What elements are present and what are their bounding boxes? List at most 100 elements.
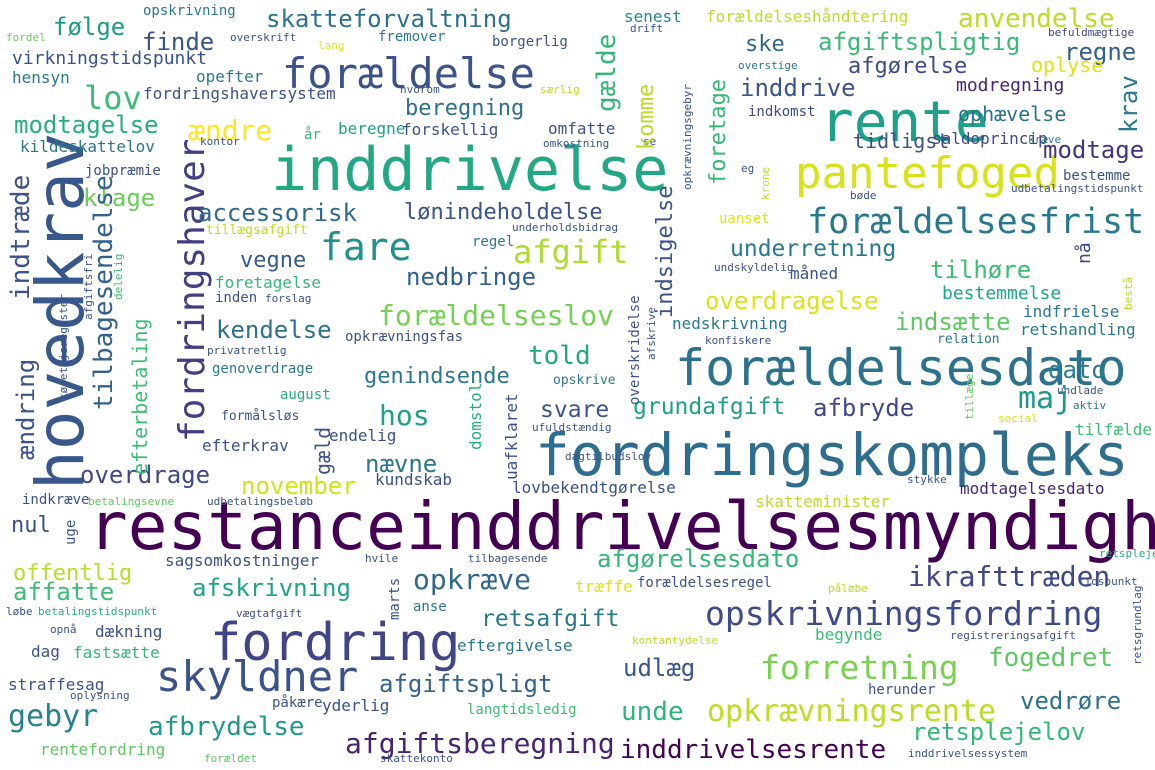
- word: påkære: [272, 695, 323, 711]
- word: marts: [387, 577, 403, 620]
- word: forældelseshåndtering: [706, 7, 909, 26]
- word: forældelse: [282, 49, 535, 98]
- word: forældelseslov: [378, 299, 615, 332]
- word: inden: [215, 290, 258, 306]
- word: uafklaret: [502, 393, 521, 480]
- word: afgiftsfri: [82, 253, 95, 320]
- word: indkomst: [748, 104, 816, 120]
- word: forældelsesfrist: [807, 202, 1145, 242]
- word: saldoprincip: [932, 129, 1048, 148]
- word: retshandling: [1020, 320, 1136, 339]
- word: foretage: [706, 79, 731, 185]
- word: virkningstidspunkt: [12, 48, 208, 69]
- word: dag: [31, 642, 60, 661]
- word: ændring: [12, 358, 40, 460]
- word: fordel: [6, 31, 46, 44]
- word: grundafgift: [633, 394, 786, 420]
- word: lønindeholdelse: [404, 200, 603, 225]
- word: bøde: [850, 189, 877, 202]
- word: år: [304, 127, 321, 143]
- word: underholdsbidrag: [512, 221, 618, 234]
- word: gæld: [311, 426, 335, 475]
- word: rentefordring: [40, 740, 166, 759]
- word: lovbekendtgørelse: [512, 478, 676, 497]
- word: komme: [634, 83, 659, 150]
- word: afbryde: [813, 394, 915, 422]
- word: uge: [63, 519, 79, 545]
- word: lov: [84, 79, 142, 117]
- word: bestemmelse: [942, 283, 1062, 304]
- word: overskrift: [230, 31, 297, 44]
- word: delelig: [112, 253, 125, 300]
- word: tilbagesende: [468, 552, 548, 565]
- word: krone: [759, 166, 772, 200]
- word: ændre: [188, 114, 273, 147]
- word: retsafgift: [481, 606, 620, 632]
- word: drift: [630, 22, 664, 35]
- word: tilhøre: [930, 256, 1032, 284]
- word: pantefoged: [795, 148, 1060, 199]
- word: inddrivelsessystem: [908, 747, 1028, 760]
- word: fare: [320, 225, 412, 269]
- word: tidligst: [853, 129, 950, 153]
- word: told: [528, 341, 591, 371]
- word: fordring: [210, 613, 461, 673]
- word: undskyldelig: [714, 261, 794, 274]
- word: påløbe: [828, 582, 868, 595]
- word: opkrævningsgebyr: [681, 84, 694, 190]
- word: fastsætte: [73, 643, 160, 662]
- word: befuldmægtige: [1048, 26, 1135, 39]
- word: kontantydelse: [632, 634, 719, 647]
- word: omkostning: [543, 137, 610, 150]
- word: kræve: [1028, 133, 1062, 146]
- word: inddrivelse: [271, 135, 669, 205]
- word: ophævelse: [958, 102, 1067, 126]
- word: krav: [1115, 75, 1143, 133]
- word: afbrydelse: [148, 712, 305, 742]
- word: modregning: [956, 75, 1065, 96]
- word: eftergivelse: [457, 636, 573, 655]
- word: kendelse: [216, 316, 332, 344]
- word: indsigelse: [653, 185, 678, 318]
- word: skyldner: [156, 652, 359, 701]
- word: ikrafttræden: [908, 560, 1111, 593]
- word: betalingsevne: [88, 495, 175, 508]
- word: løbe: [6, 605, 33, 618]
- word: måned: [790, 264, 839, 283]
- word: foretagelse: [215, 273, 321, 292]
- word: forældelsesdato: [675, 339, 1127, 397]
- word: unde: [621, 697, 684, 727]
- word: beregning: [405, 96, 525, 121]
- word: anvendelse: [958, 4, 1115, 34]
- word: inddrivelsesrente: [620, 735, 887, 765]
- word: borgerlig: [492, 34, 568, 50]
- word: udlæg: [623, 654, 696, 682]
- word: hensyn: [12, 68, 70, 87]
- word: genoverdrage: [212, 361, 314, 377]
- word: indfrielse: [1023, 302, 1120, 321]
- word: genindsende: [364, 364, 510, 389]
- word: vedrøre: [1020, 687, 1122, 715]
- word: se: [643, 135, 657, 148]
- word: nedbringe: [406, 263, 537, 291]
- word: sagsomkostninger: [165, 551, 320, 570]
- word: betalingstidspunkt: [38, 605, 158, 618]
- word: formålsløs: [221, 409, 300, 424]
- word: modtage: [1043, 136, 1145, 164]
- word: stykke: [907, 473, 947, 486]
- word: særlig: [540, 83, 580, 96]
- word: afgiftsberegning: [345, 727, 615, 760]
- word: hos: [379, 399, 430, 432]
- word: oplysning: [70, 689, 130, 702]
- word: rente: [820, 90, 989, 155]
- word: indsætte: [895, 308, 1011, 336]
- word: retsgrundlag: [1131, 585, 1144, 665]
- word: affatte: [13, 578, 115, 606]
- word: opskrivningsfordring: [705, 594, 1103, 633]
- word: registreringsafgift: [950, 629, 1076, 642]
- word: afgift: [513, 233, 629, 271]
- word: hvile: [365, 552, 399, 565]
- word: uanset: [719, 211, 770, 227]
- word: overdragelse: [705, 287, 879, 315]
- word: afskrivning: [192, 574, 351, 602]
